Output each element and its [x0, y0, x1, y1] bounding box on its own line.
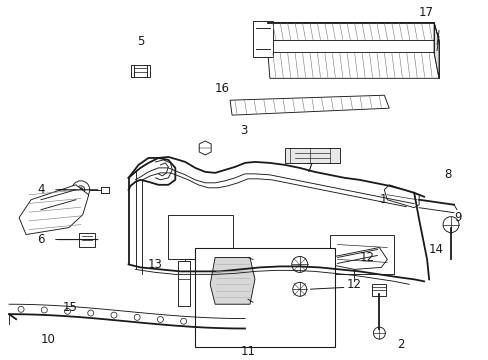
Circle shape — [79, 188, 82, 192]
Text: 16: 16 — [215, 82, 229, 95]
Text: 12: 12 — [359, 251, 374, 264]
Text: 10: 10 — [41, 333, 56, 346]
Circle shape — [200, 143, 210, 153]
Text: 6: 6 — [37, 233, 44, 246]
Circle shape — [72, 181, 90, 199]
Circle shape — [292, 282, 306, 296]
Text: 2: 2 — [396, 338, 404, 351]
Circle shape — [18, 306, 24, 312]
Circle shape — [180, 318, 186, 324]
Bar — [185, 260, 217, 271]
Bar — [195, 248, 334, 347]
Circle shape — [291, 256, 307, 273]
Polygon shape — [267, 23, 438, 41]
Circle shape — [442, 217, 458, 233]
Text: 17: 17 — [418, 6, 433, 19]
Polygon shape — [252, 21, 272, 58]
Text: 15: 15 — [63, 301, 78, 314]
Text: 13: 13 — [147, 258, 162, 271]
Circle shape — [77, 186, 84, 194]
Circle shape — [134, 314, 140, 320]
Bar — [178, 261, 190, 306]
Text: 5: 5 — [137, 36, 144, 49]
Bar — [372, 284, 386, 296]
Text: 9: 9 — [453, 211, 461, 224]
Polygon shape — [384, 185, 418, 208]
Circle shape — [226, 320, 233, 327]
Text: 11: 11 — [240, 345, 255, 357]
Text: 8: 8 — [443, 168, 450, 181]
Bar — [329, 235, 393, 274]
Circle shape — [111, 312, 117, 318]
Circle shape — [202, 145, 208, 151]
Polygon shape — [199, 141, 211, 155]
Circle shape — [157, 316, 163, 323]
Text: 1: 1 — [379, 193, 386, 206]
Bar — [79, 233, 95, 247]
Circle shape — [64, 308, 70, 314]
Text: 12: 12 — [346, 278, 361, 291]
Polygon shape — [229, 95, 388, 115]
Bar — [284, 148, 339, 163]
Text: 7: 7 — [305, 162, 313, 175]
Circle shape — [373, 327, 385, 339]
Polygon shape — [19, 185, 88, 235]
Polygon shape — [210, 257, 254, 304]
Text: 14: 14 — [428, 243, 443, 256]
Polygon shape — [267, 53, 438, 78]
Polygon shape — [433, 23, 438, 78]
Circle shape — [203, 320, 209, 325]
Text: 4: 4 — [37, 183, 44, 196]
Bar — [130, 66, 150, 77]
Circle shape — [87, 310, 94, 316]
Bar — [168, 215, 233, 260]
Circle shape — [41, 307, 47, 313]
Polygon shape — [329, 248, 386, 269]
Text: 3: 3 — [240, 123, 247, 136]
